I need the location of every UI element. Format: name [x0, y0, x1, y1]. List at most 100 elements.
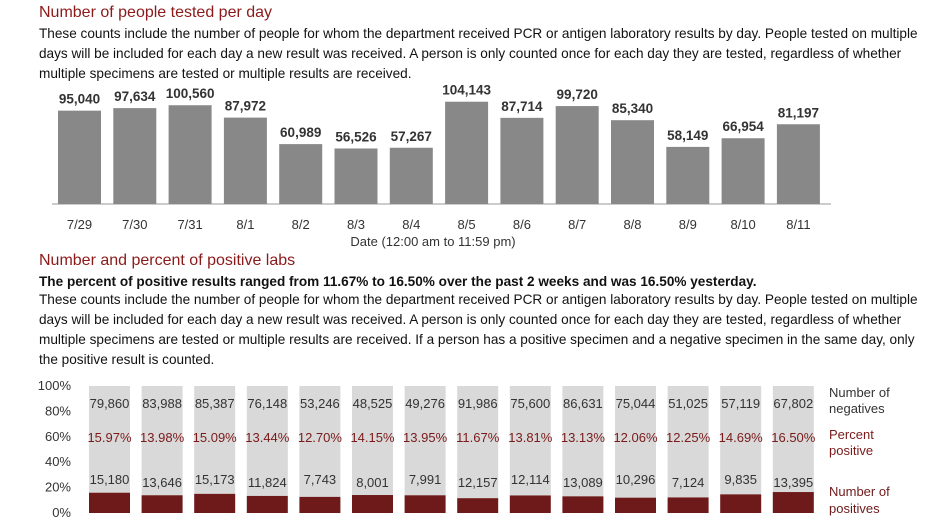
negatives-bar-segment — [352, 386, 393, 496]
positives-bar-segment — [720, 494, 762, 513]
negatives-value-label: 75,600 — [510, 396, 550, 411]
percent-positive-label: 13.44% — [245, 430, 290, 445]
x-axis-title: Date (12:00 am to 11:59 pm) — [350, 234, 515, 249]
tested-value-label: 81,197 — [778, 105, 819, 120]
positives-bar-segment — [89, 492, 130, 513]
positives-value-label: 15,180 — [90, 472, 130, 487]
tested-bar — [611, 120, 654, 204]
legend-positives: Number of — [829, 484, 890, 499]
negatives-bar-segment — [562, 386, 604, 497]
x-tick-label: 8/8 — [623, 217, 641, 232]
positives-bar-segment — [299, 496, 341, 513]
tested-bar — [334, 148, 378, 204]
negatives-value-label: 57,119 — [721, 396, 760, 411]
x-tick-label: 7/29 — [67, 217, 92, 232]
y-tick-label: 40% — [45, 454, 71, 469]
tested-bar — [555, 106, 599, 204]
legend-negatives: Number of — [829, 385, 890, 400]
tested-value-label: 100,560 — [166, 86, 215, 101]
x-tick-label: 7/31 — [177, 217, 202, 232]
y-tick-label: 80% — [45, 403, 71, 418]
positives-value-label: 12,157 — [458, 475, 498, 490]
x-tick-label: 8/7 — [568, 217, 586, 232]
tested-value-label: 85,340 — [612, 101, 653, 116]
x-tick-label: 8/4 — [402, 217, 420, 232]
percent-positive-label: 15.09% — [193, 430, 238, 445]
legend-percent-positive: Percent — [829, 427, 874, 442]
negatives-value-label: 79,860 — [90, 396, 130, 411]
tested-bar — [168, 105, 212, 204]
positives-bar-segment — [509, 495, 551, 513]
x-tick-label: 7/30 — [122, 217, 147, 232]
x-tick-label: 8/10 — [730, 217, 755, 232]
positives-bar-segment — [246, 495, 288, 513]
positives-bar-segment — [615, 497, 656, 513]
negatives-value-label: 86,631 — [563, 396, 603, 411]
percent-positive-label: 13.81% — [508, 430, 553, 445]
legend-negatives: negatives — [829, 401, 885, 416]
negatives-bar-segment — [667, 386, 709, 498]
percent-positive-label: 12.25% — [666, 430, 711, 445]
negatives-bar-segment — [246, 386, 288, 496]
tested-bar — [113, 108, 157, 204]
positives-value-label: 13,089 — [563, 475, 603, 490]
percent-positive-label: 11.67% — [456, 430, 500, 445]
positives-value-label: 10,296 — [616, 472, 656, 487]
percent-positive-label: 12.06% — [613, 430, 658, 445]
tested-bar — [666, 146, 710, 204]
negatives-value-label: 48,525 — [353, 396, 393, 411]
positives-value-label: 7,991 — [409, 472, 442, 487]
positive-labs-summary: The percent of positive results ranged f… — [39, 274, 757, 289]
negatives-bar-segment — [404, 386, 446, 496]
positives-bar-segment — [667, 497, 709, 513]
positives-bar-segment — [141, 495, 183, 513]
tested-bar — [776, 124, 820, 204]
tested-value-label: 104,143 — [442, 83, 491, 98]
tested-bar — [279, 144, 323, 204]
tested-value-label: 95,040 — [59, 92, 100, 107]
percent-positive-label: 13.98% — [140, 430, 185, 445]
positive-labs-title: Number and percent of positive labs — [39, 252, 296, 269]
positives-value-label: 7,743 — [304, 472, 337, 487]
tested-value-label: 99,720 — [557, 87, 598, 102]
percent-positive-label: 16.50% — [771, 430, 816, 445]
tested-bar — [500, 117, 544, 204]
legend-positives: positives — [829, 501, 880, 516]
negatives-bar-segment — [299, 386, 341, 497]
positives-bar-segment — [562, 496, 604, 513]
x-tick-label: 8/9 — [679, 217, 697, 232]
percent-positive-label: 13.13% — [561, 430, 606, 445]
positives-bar-segment — [772, 492, 814, 513]
percent-positive-label: 14.69% — [719, 430, 764, 445]
negatives-value-label: 76,148 — [247, 396, 287, 411]
percent-positive-label: 13.95% — [403, 430, 448, 445]
positives-bar-segment — [194, 493, 236, 513]
x-tick-label: 8/2 — [292, 217, 310, 232]
tested-value-label: 97,634 — [114, 89, 156, 104]
negatives-bar-segment — [194, 386, 236, 494]
percent-positive-label: 12.70% — [298, 430, 343, 445]
y-tick-label: 60% — [45, 429, 71, 444]
x-tick-label: 8/3 — [347, 217, 365, 232]
negatives-value-label: 75,044 — [616, 396, 656, 411]
negatives-value-label: 91,986 — [458, 396, 498, 411]
x-tick-label: 8/11 — [786, 217, 810, 232]
negatives-bar-segment — [720, 386, 762, 495]
x-tick-label: 8/1 — [236, 217, 254, 232]
positives-bar-segment — [352, 495, 393, 513]
positive-labs-description: These counts include the number of peopl… — [39, 292, 918, 367]
legend-percent-positive: positive — [829, 443, 873, 458]
negatives-bar-segment — [89, 386, 130, 493]
tested-bar — [389, 147, 433, 204]
negatives-value-label: 51,025 — [668, 396, 708, 411]
negatives-bar-segment — [141, 386, 183, 496]
positives-value-label: 13,646 — [142, 475, 182, 490]
tested-value-label: 87,972 — [225, 99, 266, 114]
positives-value-label: 15,173 — [195, 472, 235, 487]
negatives-value-label: 67,802 — [773, 396, 813, 411]
y-tick-label: 0% — [52, 505, 71, 520]
percent-positive-label: 15.97% — [87, 430, 132, 445]
tested-bar — [445, 101, 489, 204]
y-tick-label: 100% — [38, 378, 72, 393]
